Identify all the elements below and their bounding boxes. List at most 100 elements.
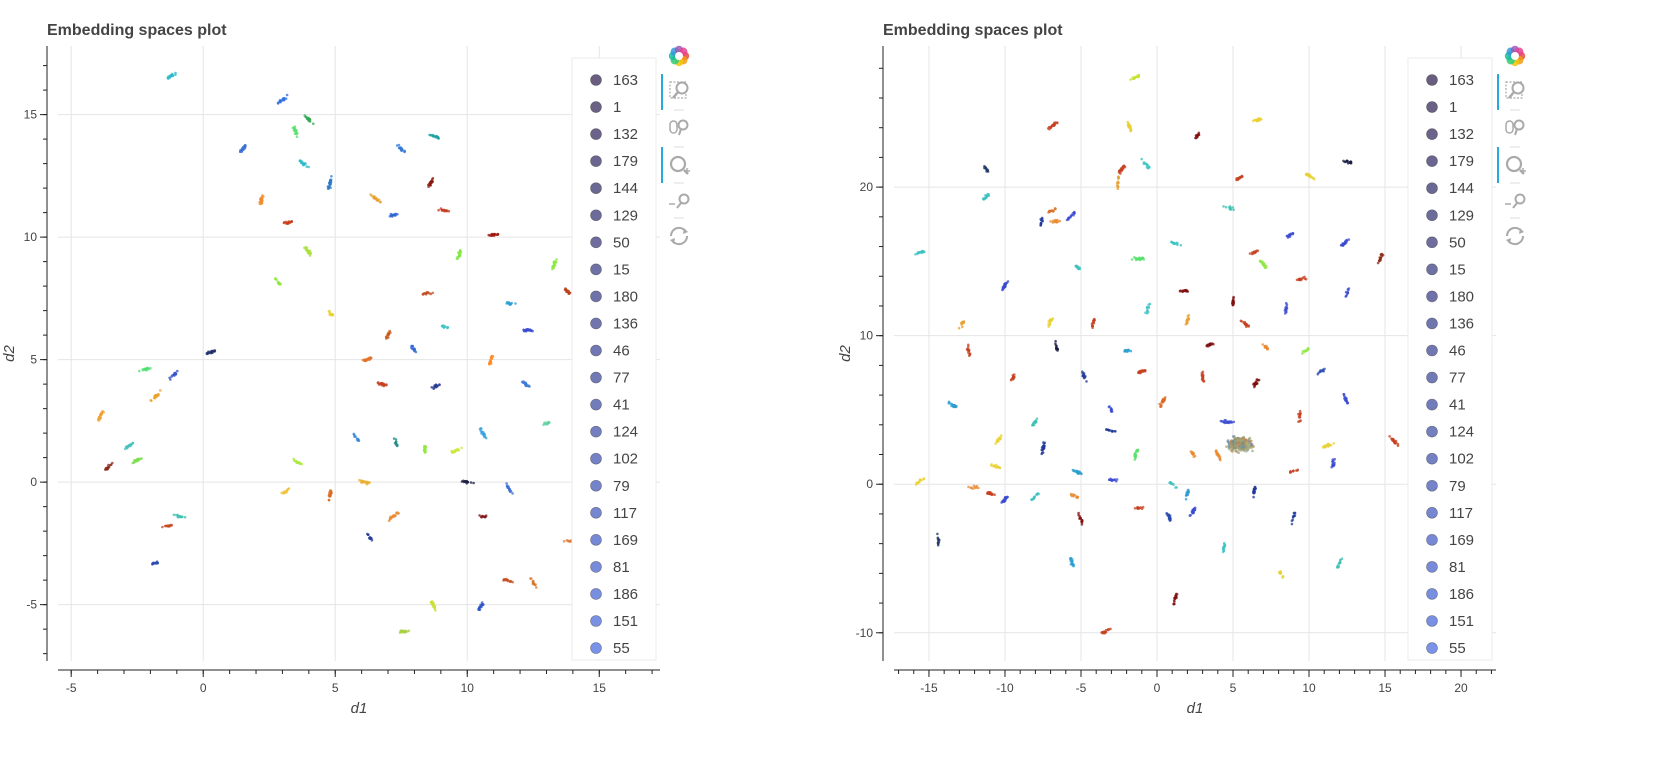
data-point <box>329 186 332 190</box>
zoom-out-icon[interactable] <box>1505 193 1526 209</box>
legend-item[interactable]: 55 <box>590 640 630 657</box>
data-point <box>1137 371 1140 374</box>
legend-item[interactable]: 102 <box>1426 451 1475 468</box>
legend-item[interactable]: 1 <box>590 99 622 116</box>
legend-item[interactable]: 169 <box>590 532 639 549</box>
legend-marker <box>590 101 602 113</box>
legend-item[interactable]: 136 <box>1426 315 1475 332</box>
data-point <box>1230 444 1234 447</box>
data-point <box>1321 368 1325 372</box>
legend-item[interactable]: 129 <box>1426 207 1475 224</box>
legend-label: 79 <box>1449 478 1466 495</box>
data-point <box>1142 258 1146 261</box>
y-tick-label: 10 <box>24 230 38 244</box>
legend-item[interactable]: 41 <box>1426 397 1466 414</box>
legend-label: 46 <box>1449 343 1466 360</box>
legend-item[interactable]: 117 <box>1426 505 1473 522</box>
legend-item[interactable]: 163 <box>590 72 639 89</box>
x-tick-label: -5 <box>1076 681 1087 695</box>
legend-item[interactable]: 180 <box>1426 288 1475 305</box>
x-tick-label: 10 <box>461 681 475 695</box>
zoom-out-icon[interactable] <box>669 193 690 209</box>
data-point <box>167 77 170 80</box>
data-point <box>1133 507 1137 510</box>
legend-item[interactable]: 124 <box>1426 424 1475 441</box>
legend-item[interactable]: 124 <box>590 424 639 441</box>
logo-center <box>675 52 683 60</box>
legend-item[interactable]: 129 <box>590 207 639 224</box>
legend-item[interactable]: 180 <box>590 288 639 305</box>
y-tick-label: 0 <box>30 475 37 489</box>
legend-item[interactable]: 117 <box>590 505 637 522</box>
legend-item[interactable]: 15 <box>1426 261 1466 278</box>
legend-item[interactable]: 144 <box>590 180 639 197</box>
legend-item[interactable]: 46 <box>1426 343 1466 360</box>
legend-item[interactable]: 179 <box>590 153 639 170</box>
wheel-zoom-icon[interactable] <box>1505 119 1525 136</box>
data-point <box>1242 321 1245 324</box>
data-point <box>457 449 461 452</box>
legend-item[interactable]: 144 <box>1426 180 1475 197</box>
legend-item[interactable]: 15 <box>590 261 630 278</box>
box-zoom-icon[interactable] <box>669 81 689 99</box>
legend[interactable]: 163 1 132 179 144 129 50 15 180 136 46 77 41 124 102 79… <box>1407 57 1493 661</box>
data-point <box>1290 522 1294 526</box>
legend-item[interactable]: 132 <box>1426 126 1475 143</box>
box-zoom-icon[interactable] <box>1505 81 1525 99</box>
legend-item[interactable]: 1 <box>1426 99 1458 116</box>
data-point <box>431 602 435 605</box>
data-point <box>1227 420 1230 424</box>
plot-area <box>58 46 660 661</box>
legend-item[interactable]: 81 <box>590 559 630 576</box>
data-point <box>1254 250 1257 253</box>
zoom-in-icon[interactable] <box>669 155 690 175</box>
legend[interactable]: 163 1 132 179 144 129 50 15 180 136 46 77 41 124 102 79… <box>571 57 657 661</box>
data-point <box>105 466 109 470</box>
legend-item[interactable]: 151 <box>1426 613 1475 630</box>
legend-item[interactable]: 132 <box>590 126 639 143</box>
data-point <box>503 578 506 581</box>
legend-item[interactable]: 81 <box>1426 559 1466 576</box>
legend-item[interactable]: 79 <box>1426 478 1466 495</box>
legend-item[interactable]: 186 <box>1426 586 1475 603</box>
zoom-in-icon[interactable] <box>1505 155 1526 175</box>
legend-item[interactable]: 77 <box>590 370 630 387</box>
legend-item[interactable]: 50 <box>1426 234 1466 251</box>
data-point <box>1080 519 1084 522</box>
chart-svg-left: Embedding spaces plot -5 0 5 10 15 -5 0 5 10 15 d1 d… <box>1 22 690 717</box>
bokeh-logo-icon[interactable] <box>668 45 690 67</box>
legend-item[interactable]: 136 <box>590 315 639 332</box>
data-point <box>306 249 310 252</box>
data-point <box>1186 490 1190 494</box>
data-point <box>295 135 299 138</box>
legend-item[interactable]: 77 <box>1426 370 1466 387</box>
wheel-zoom-icon[interactable] <box>669 119 689 136</box>
legend-marker <box>1426 101 1438 113</box>
data-point <box>1043 441 1047 445</box>
bokeh-logo-icon[interactable] <box>1504 45 1526 67</box>
legend-item[interactable]: 79 <box>590 478 630 495</box>
chart-panel-left: Embedding spaces plot -5 0 5 10 15 -5 0 5 10 15 d1 d… <box>0 0 836 768</box>
legend-item[interactable]: 151 <box>590 613 639 630</box>
data-point <box>1073 212 1076 215</box>
legend-item[interactable]: 179 <box>1426 153 1475 170</box>
data-point <box>304 162 307 165</box>
data-point <box>975 486 978 490</box>
legend-item[interactable]: 186 <box>590 586 639 603</box>
data-point <box>285 489 289 492</box>
data-point <box>369 193 372 196</box>
legend-item[interactable]: 46 <box>590 343 630 360</box>
legend-item[interactable]: 163 <box>1426 72 1475 89</box>
legend-item[interactable]: 41 <box>590 397 630 414</box>
legend-item[interactable]: 169 <box>1426 532 1475 549</box>
data-point <box>123 447 127 451</box>
reset-icon[interactable] <box>1505 226 1525 246</box>
data-point <box>1279 570 1282 573</box>
data-point <box>510 301 513 305</box>
data-point <box>1295 278 1299 282</box>
legend-item[interactable]: 50 <box>590 234 630 251</box>
data-point <box>457 254 461 257</box>
legend-item[interactable]: 102 <box>590 451 639 468</box>
legend-item[interactable]: 55 <box>1426 640 1466 657</box>
reset-icon[interactable] <box>669 226 689 246</box>
